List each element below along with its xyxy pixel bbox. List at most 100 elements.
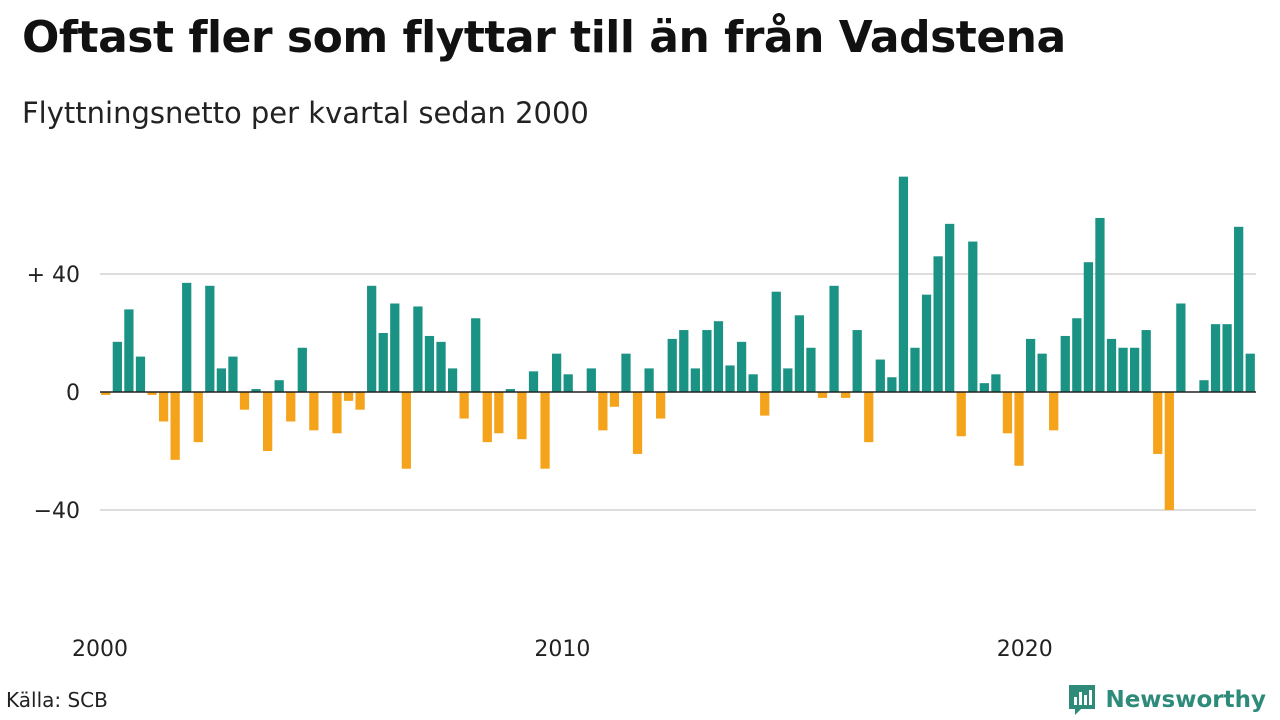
bar-negative: [864, 392, 874, 443]
bar-positive: [702, 330, 712, 392]
bar-negative: [170, 392, 180, 460]
bar-positive: [1072, 318, 1082, 392]
bar-positive: [297, 347, 307, 392]
bar-negative: [147, 392, 157, 395]
bar-positive: [794, 315, 805, 392]
bar-negative: [841, 392, 851, 398]
bar-positive: [1176, 303, 1186, 392]
y-tick-label: −40: [34, 499, 80, 524]
bar-positive: [1095, 217, 1105, 392]
bar-negative: [158, 392, 169, 422]
bar-negative: [632, 392, 643, 454]
chart-title: Oftast fler som flyttar till än från Vad…: [22, 12, 1066, 63]
bar-positive: [413, 306, 423, 392]
bar-positive: [182, 282, 192, 392]
bar-positive: [945, 223, 955, 392]
bar-negative: [1164, 392, 1174, 510]
bar-negative: [956, 392, 966, 437]
bar-positive: [505, 389, 516, 392]
brand-name: Newsworthy: [1105, 687, 1266, 713]
bar-negative: [1014, 392, 1024, 466]
bar-negative: [1153, 392, 1163, 454]
bar-negative: [193, 392, 203, 443]
bar-negative: [482, 392, 492, 443]
bar-positive: [644, 368, 654, 392]
bar-positive: [367, 285, 377, 392]
bar-positive: [1083, 262, 1094, 392]
bar-positive: [586, 368, 596, 392]
bar-negative: [355, 392, 365, 410]
bar-positive: [1222, 324, 1232, 392]
bar-positive: [251, 389, 261, 392]
bar-positive: [1234, 226, 1244, 392]
y-tick-label: 0: [66, 381, 80, 406]
y-tick-label: + 40: [27, 263, 80, 288]
bar-positive: [736, 341, 747, 392]
bar-positive: [991, 374, 1001, 392]
bar-positive: [979, 383, 989, 392]
x-tick-label: 2020: [997, 637, 1053, 662]
bar-positive: [713, 321, 724, 392]
bar-negative: [598, 392, 608, 431]
bar-negative: [760, 392, 770, 416]
bar-positive: [274, 380, 284, 392]
bar-positive: [1141, 330, 1151, 392]
bar-negative: [101, 392, 111, 395]
bar-positive: [135, 356, 146, 392]
bar-positive: [1245, 353, 1255, 392]
bar-positive: [390, 303, 400, 392]
bar-negative: [286, 392, 296, 422]
bar-positive: [921, 294, 932, 392]
bar-positive: [1118, 347, 1128, 392]
x-tick-label: 2000: [72, 637, 128, 662]
bar-positive: [424, 335, 435, 392]
bar-positive: [216, 368, 227, 392]
bar-positive: [1210, 324, 1221, 392]
bar-negative: [1049, 392, 1059, 431]
bar-positive: [667, 338, 677, 392]
bar-positive: [771, 291, 781, 392]
bar-positive: [1025, 338, 1036, 392]
bar-positive: [552, 353, 562, 392]
axes: + 40 0 −40 2000 2010 2020: [27, 263, 1256, 662]
bar-negative: [540, 392, 550, 469]
bar-positive: [447, 368, 458, 392]
bar-positive: [690, 368, 700, 392]
bar-positive: [898, 176, 909, 392]
bar-positive: [205, 285, 215, 392]
newsworthy-logo-icon: [1069, 685, 1096, 715]
bar-negative: [494, 392, 504, 434]
bar-positive: [378, 333, 388, 392]
bar-chart: + 40 0 −40 2000 2010 2020: [27, 176, 1256, 662]
bar-positive: [887, 377, 897, 392]
bar-positive: [852, 330, 862, 392]
bar-negative: [332, 392, 342, 434]
bar-positive: [1130, 347, 1140, 392]
bar-positive: [1060, 335, 1070, 392]
bar-negative: [309, 392, 319, 431]
bar-negative: [401, 392, 411, 469]
bar-positive: [563, 374, 573, 392]
bar-positive: [1037, 353, 1047, 392]
bar-positive: [875, 359, 885, 392]
bar-positive: [1199, 380, 1209, 392]
bar-positive: [910, 347, 920, 392]
bar-positive: [725, 365, 735, 392]
bar-positive: [228, 356, 238, 392]
bar-positive: [528, 371, 539, 392]
bar-negative: [517, 392, 527, 440]
bar-positive: [112, 341, 122, 392]
x-tick-label: 2010: [534, 637, 590, 662]
bar-positive: [829, 285, 839, 392]
bar-positive: [783, 368, 793, 392]
bar-negative: [343, 392, 354, 401]
bar-negative: [656, 392, 666, 419]
bars: [101, 176, 1255, 510]
bar-positive: [933, 256, 943, 392]
bar-negative: [263, 392, 273, 451]
bar-positive: [806, 347, 816, 392]
bar-positive: [1106, 338, 1117, 392]
source-note: Källa: SCB: [6, 688, 108, 712]
bar-positive: [968, 241, 978, 392]
bar-positive: [471, 318, 481, 392]
